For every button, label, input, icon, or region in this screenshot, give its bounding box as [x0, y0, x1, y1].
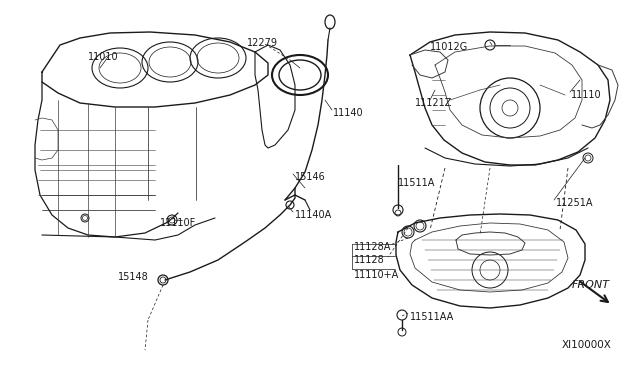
Text: XI10000X: XI10000X	[562, 340, 612, 350]
Text: 11012G: 11012G	[430, 42, 468, 52]
Text: 11128A: 11128A	[354, 242, 392, 252]
Text: 11010: 11010	[88, 52, 118, 62]
Text: 15148: 15148	[118, 272, 148, 282]
Text: 11110F: 11110F	[160, 218, 196, 228]
Text: 11511A: 11511A	[398, 178, 435, 188]
Text: 12279: 12279	[247, 38, 278, 48]
Text: 11511AA: 11511AA	[410, 312, 454, 322]
Text: 11121Z: 11121Z	[415, 98, 452, 108]
Text: 11110: 11110	[571, 90, 602, 100]
Text: 15146: 15146	[295, 172, 326, 182]
Text: 11251A: 11251A	[556, 198, 593, 208]
Text: FRONT: FRONT	[572, 280, 610, 290]
Text: 11140: 11140	[333, 108, 364, 118]
Text: 11128: 11128	[354, 255, 385, 265]
Text: 11140A: 11140A	[295, 210, 332, 220]
Text: 11110+A: 11110+A	[354, 270, 399, 280]
